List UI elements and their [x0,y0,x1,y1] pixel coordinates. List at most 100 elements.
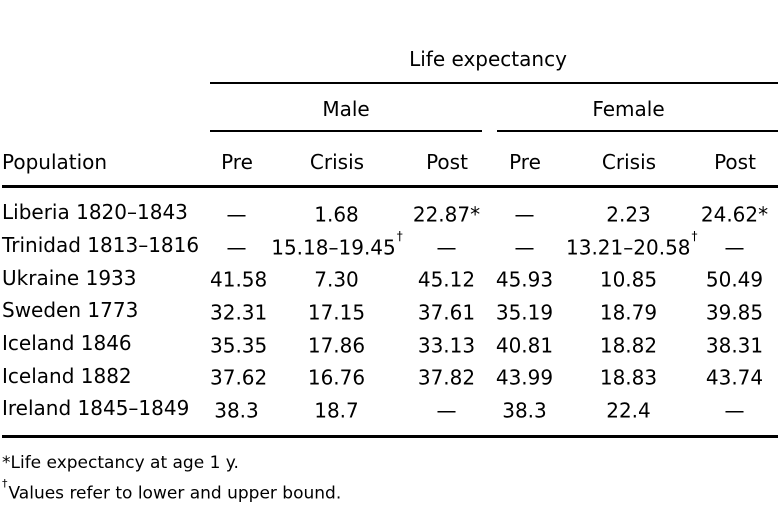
value-text: 7.30 [314,267,359,292]
value-cell: 13.21–20.58† [566,229,698,262]
value-cell: — [210,187,264,229]
value-text: 38.3 [502,398,547,423]
value-text: 37.82 [417,365,476,390]
value-text: 13.21–20.58 [566,235,691,260]
blank-corner-cell [2,0,210,83]
value-cell: — [484,187,566,229]
value-cell: 18.7 [264,391,410,438]
dagger-superscript: † [396,228,403,243]
value-cell: 17.86 [264,327,410,360]
life-expectancy-spanner: Life expectancy [210,0,779,84]
value-text: 18.83 [599,365,658,390]
value-text: 22.4 [606,398,651,423]
value-text: 32.31 [210,300,268,325]
table-row: Liberia 1820–1843 — 1.68 22.87* — 2.23 24.62* [2,187,778,229]
table-row: Trinidad 1813–1816—15.18–19.45† — —13.21–2… [2,229,778,262]
table-row: Iceland 1882 37.62 16.76 37.82 43.99 18.83 43.… [2,359,778,392]
value-text: 38.31 [705,333,764,358]
column-header-female-pre: Pre [484,132,566,188]
value-cell: 33.13 [410,327,484,360]
value-text: 35.35 [210,333,268,358]
value-text: 1.68 [314,202,359,227]
value-cell: 2.23 [566,187,692,229]
table-row: Ireland 1845–1849 38.3 18.7—38.3 22.4— [2,391,779,438]
value-text: 24.62* [700,202,769,227]
value-text: 22.87* [412,202,481,227]
value-text: 40.81 [495,333,554,358]
value-cell: 37.62 [210,359,268,392]
value-cell: 45.93 [484,261,566,294]
table-body: Liberia 1820–1843 — 1.68 22.87* — 2.23 24.62* T… [2,187,779,438]
footnote-asterisk-text: Life expectancy at age 1 y. [10,452,239,473]
table-row: Ukraine 1933 41.58 7.30 45.12 45.93 10.85 50.4… [2,261,778,294]
value-cell: 38.3 [210,391,264,438]
value-text: 33.13 [417,333,476,358]
value-cell: 18.79 [566,294,692,327]
column-header-row: Population Pre Crisis Post Pre Crisis Po… [2,132,779,188]
population-cell: Liberia 1820–1843 [2,200,188,225]
value-cell: 40.81 [484,327,566,360]
footnotes: *Life expectancy at age 1 y. †Values ref… [2,450,780,507]
male-group-header: Male [210,83,484,132]
value-cell: 37.61 [410,294,484,327]
value-text: 16.76 [307,365,366,390]
table-row: Iceland 1846 35.35 17.86 33.13 40.81 18.82 38.… [2,327,778,360]
value-text: 45.93 [495,267,554,292]
value-text: 37.62 [210,365,268,390]
population-cell: Iceland 1846 [2,330,132,355]
value-cell: — [692,391,779,438]
male-group-rule: Male [210,84,482,132]
column-header-population: Population [2,132,210,188]
value-cell: — [210,229,264,262]
value-cell: 38.31 [692,327,778,360]
value-cell: 15.18–19.45† [264,229,410,262]
female-group-rule: Female [497,84,779,132]
column-header-male-crisis: Crisis [264,132,410,188]
value-cell: 43.99 [484,359,566,392]
value-text: — [226,235,247,260]
population-cell: Trinidad 1813–1816 [2,232,200,257]
value-text: 41.58 [210,267,268,292]
population-cell: Sweden 1773 [2,298,139,323]
value-cell: 39.85 [692,294,778,327]
value-cell: 18.83 [566,359,692,392]
value-text: 15.18–19.45 [271,235,396,260]
dagger-marker: † [2,476,8,490]
dagger-superscript: † [691,228,698,243]
value-cell: 22.4 [566,391,692,438]
value-cell: 16.76 [264,359,410,392]
value-text: 2.23 [606,202,651,227]
value-text: — [514,202,535,227]
value-cell: 37.82 [410,359,484,392]
male-group-label: Male [322,97,370,121]
column-header-female-crisis: Crisis [566,132,692,188]
value-text: 10.85 [599,267,658,292]
value-text: — [436,235,457,260]
value-text: 43.99 [495,365,554,390]
value-cell: 45.12 [410,261,484,294]
value-text: 17.86 [307,333,366,358]
column-header-male-pre: Pre [210,132,264,188]
value-text: 38.3 [214,398,259,423]
population-cell: Ireland 1845–1849 [2,391,210,438]
value-cell: — [410,391,484,438]
value-cell: 43.74 [692,359,778,392]
footnote-dagger: †Values refer to lower and upper bound. [2,476,780,507]
value-cell: 24.62* [692,187,778,229]
value-cell: 17.15 [264,294,410,327]
value-cell: 41.58 [210,261,268,294]
value-text: 17.15 [307,300,366,325]
value-cell: 32.31 [210,294,268,327]
value-cell: 50.49 [692,261,778,294]
value-cell: 35.35 [210,327,268,360]
female-group-header: Female [484,83,779,132]
value-cell: 38.3 [484,391,566,438]
value-text: — [436,398,457,423]
value-text: 50.49 [705,267,764,292]
value-text: 18.82 [599,333,658,358]
value-cell: — [410,229,484,262]
value-cell: 10.85 [566,261,692,294]
value-text: — [724,398,745,423]
value-cell: 35.19 [484,294,566,327]
value-cell: 22.87* [410,187,484,229]
